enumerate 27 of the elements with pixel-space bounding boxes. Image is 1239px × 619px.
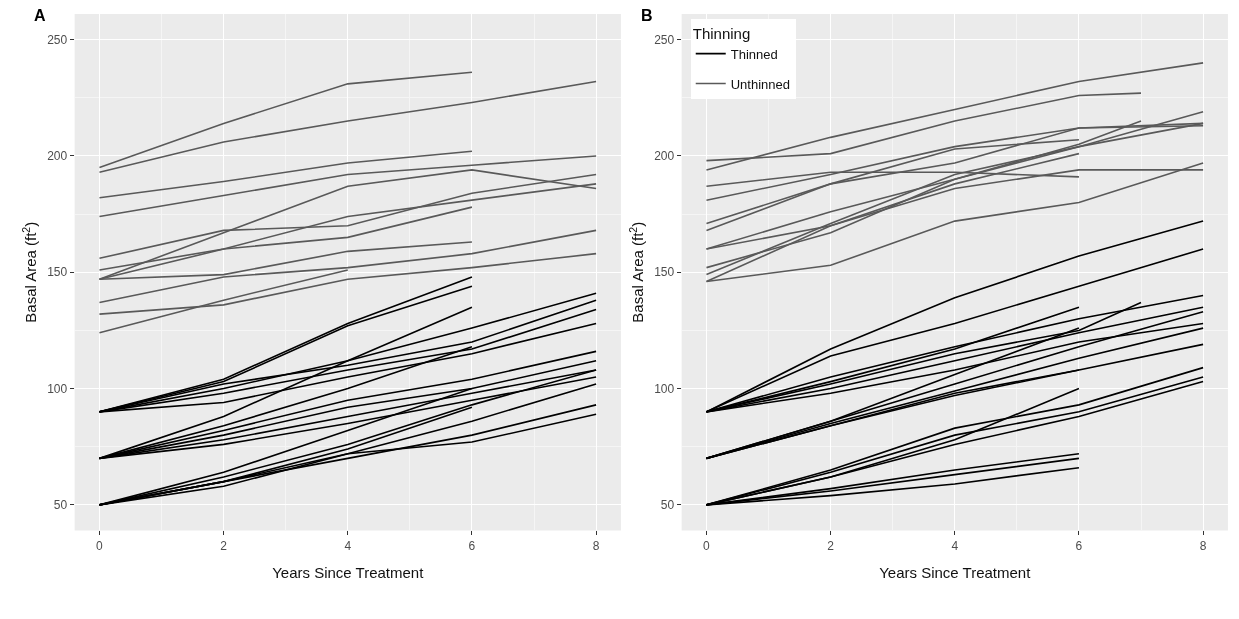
y-tick-label: 200 (47, 149, 68, 164)
legend-label: Unthinned (730, 76, 791, 92)
legend-label: Thinned (730, 46, 778, 62)
chart-title: B (641, 7, 653, 24)
y-tick-label: 150 (654, 265, 675, 280)
x-axis-title: Years Since Treatment (879, 563, 1032, 581)
x-tick-label: 4 (951, 538, 959, 553)
y-tick-label: 250 (654, 32, 675, 47)
y-tick-label: 250 (47, 32, 68, 47)
y-tick-label: 200 (654, 149, 675, 164)
chart-title: A (34, 7, 46, 24)
y-tick-label: 100 (47, 381, 68, 396)
x-tick-label: 8 (592, 538, 600, 553)
y-tick-label: 50 (660, 498, 675, 513)
x-tick-label: 6 (468, 538, 476, 553)
x-tick-label: 0 (703, 538, 711, 553)
x-tick-label: 2 (827, 538, 835, 553)
x-tick-label: 6 (1075, 538, 1083, 553)
x-tick-label: 4 (344, 538, 352, 553)
x-tick-label: 8 (1199, 538, 1207, 553)
y-tick-label: 100 (654, 381, 675, 396)
x-tick-label: 2 (220, 538, 228, 553)
y-tick-label: 50 (53, 498, 68, 513)
legend-title: Thinning (692, 24, 751, 42)
y-tick-label: 150 (47, 265, 68, 280)
x-axis-title: Years Since Treatment (272, 563, 425, 581)
x-tick-label: 0 (96, 538, 104, 553)
